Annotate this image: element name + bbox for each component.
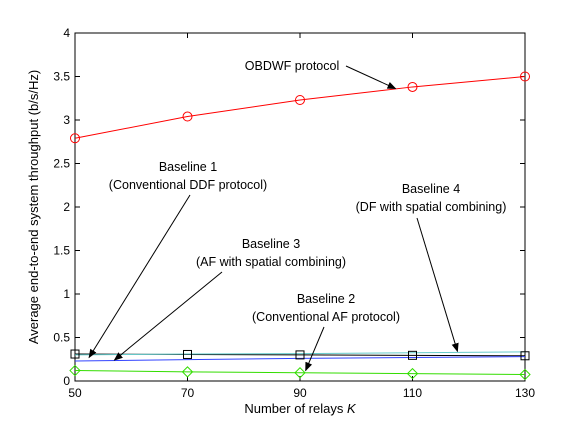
- data-point-diamond: [69, 364, 81, 377]
- annotations: OBDWF protocol Baseline 1 (Conventional DD…: [88, 59, 507, 372]
- plot-area: [74, 32, 526, 382]
- series-line-0: [74, 76, 526, 139]
- annotation-b1-line-0: Baseline 1: [159, 160, 217, 174]
- series-line-2: [74, 370, 526, 375]
- x-tick-label: 50: [68, 386, 82, 400]
- annotation-b4-line-0: Baseline 4: [402, 182, 460, 196]
- data-point-circle: [70, 133, 80, 144]
- data-point-circle: [182, 111, 193, 122]
- annotation-obdwf-line-0: OBDWF protocol: [245, 59, 339, 73]
- data-point-square: [295, 350, 305, 360]
- series-lines: [74, 76, 526, 375]
- data-point-square: [408, 350, 417, 360]
- axis-ticks: 50 70 90 110 130 0 0.5 1 1.5 2 2.5 3 3.5 4: [53, 26, 535, 400]
- x-axis-label: Number of relays K: [244, 401, 357, 416]
- y-tick-label: 3.5: [53, 70, 70, 84]
- annotation-arrow-obdwf: [345, 65, 397, 90]
- x-axis-label-text: Number of relays: [244, 401, 343, 416]
- data-point-square: [70, 349, 80, 359]
- data-point-square: [183, 349, 192, 359]
- series-line-3: [74, 356, 526, 362]
- y-tick-label: 1: [63, 287, 70, 301]
- x-tick-label: 130: [515, 386, 535, 400]
- y-tick-label: 3: [63, 113, 70, 127]
- data-point-diamond: [519, 368, 531, 381]
- annotation-b3-line-1: (AF with spatial combining): [196, 255, 346, 269]
- annotation-b4-line-1: (DF with spatial combining): [356, 200, 507, 214]
- x-tick-label: 110: [403, 386, 422, 400]
- series-line-4: [74, 351, 526, 356]
- data-point-diamond: [406, 367, 419, 380]
- y-tick-label: 2.5: [53, 157, 70, 171]
- annotation-b2-line-0: Baseline 2: [297, 292, 355, 306]
- annotation-arrow-b4: [416, 217, 459, 353]
- y-tick-label: 1.5: [53, 244, 70, 258]
- annotation-b1-line-1: (Conventional DDF protocol): [109, 178, 267, 192]
- annotation-b3-line-0: Baseline 3: [242, 237, 300, 251]
- annotation-arrow-b2: [305, 326, 325, 372]
- x-tick-label: 70: [181, 386, 195, 400]
- data-point-diamond: [181, 366, 194, 378]
- x-tick-label: 90: [293, 386, 307, 400]
- y-tick-label: 0: [63, 374, 70, 388]
- series-markers: [69, 71, 531, 381]
- data-point-circle: [295, 94, 305, 105]
- y-axis-label: Average end-to-end system throughput (b/…: [26, 70, 41, 344]
- y-tick-label: 0.5: [53, 331, 70, 345]
- data-point-circle: [520, 71, 530, 82]
- data-point-circle: [407, 81, 418, 92]
- annotation-b2-line-1: (Conventional AF protocol): [252, 310, 400, 324]
- x-axis-variable: K: [347, 401, 357, 416]
- data-point-diamond: [294, 367, 306, 379]
- y-tick-label: 4: [63, 26, 70, 40]
- data-point-square: [520, 351, 530, 361]
- annotation-arrow-b3: [113, 271, 223, 361]
- annotation-arrow-b1: [88, 194, 191, 359]
- y-tick-label: 2: [63, 200, 70, 214]
